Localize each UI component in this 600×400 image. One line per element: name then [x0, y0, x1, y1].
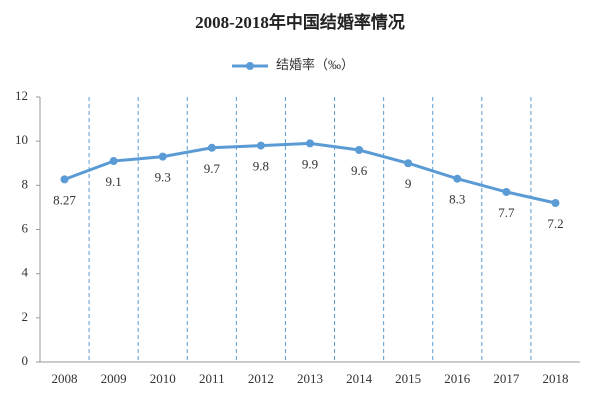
- chart-title: 2008-2018年中国结婚率情况: [195, 12, 405, 32]
- data-label: 9.8: [253, 159, 269, 174]
- x-tick-label: 2015: [395, 371, 421, 386]
- point: [453, 174, 462, 183]
- x-tick-label: 2017: [493, 371, 520, 386]
- point: [551, 199, 560, 207]
- x-tick-label: 2018: [542, 371, 568, 386]
- legend-marker: [246, 62, 254, 70]
- point: [256, 141, 265, 150]
- data-label: 9.1: [106, 174, 122, 189]
- data-label: 9.9: [302, 156, 318, 171]
- point: [502, 187, 511, 196]
- data-label: 7.2: [547, 216, 563, 231]
- y-tick-label: 10: [15, 132, 28, 147]
- x-tick-label: 2014: [346, 371, 373, 386]
- data-label: 9: [405, 176, 412, 191]
- y-tick-label: 8: [22, 176, 29, 191]
- point: [404, 159, 413, 168]
- point: [355, 146, 364, 154]
- x-tick-label: 2008: [52, 371, 78, 386]
- point: [109, 157, 118, 166]
- x-tick-label: 2012: [248, 371, 274, 386]
- data-label: 9.6: [351, 163, 368, 178]
- legend-label: 结婚率（‰）: [276, 57, 354, 72]
- data-label: 7.7: [498, 205, 515, 220]
- x-tick-label: 2009: [101, 371, 127, 386]
- data-label: 8.3: [449, 192, 465, 207]
- x-tick-label: 2010: [150, 371, 176, 386]
- y-tick-label: 6: [22, 220, 29, 235]
- x-tick-label: 2011: [199, 371, 225, 386]
- point: [60, 175, 69, 184]
- point: [158, 152, 167, 161]
- data-label: 9.3: [155, 170, 171, 185]
- data-label: 9.7: [204, 161, 221, 176]
- y-tick-label: 2: [22, 309, 29, 324]
- point: [306, 139, 314, 148]
- y-tick-label: 12: [15, 88, 28, 103]
- series-line: [64, 141, 556, 205]
- y-tick-label: 4: [22, 265, 29, 280]
- x-tick-label: 2013: [297, 371, 323, 386]
- point: [207, 143, 216, 152]
- data-label: 8.27: [53, 192, 76, 207]
- y-tick-label: 0: [22, 353, 29, 368]
- x-tick-label: 2016: [444, 371, 471, 386]
